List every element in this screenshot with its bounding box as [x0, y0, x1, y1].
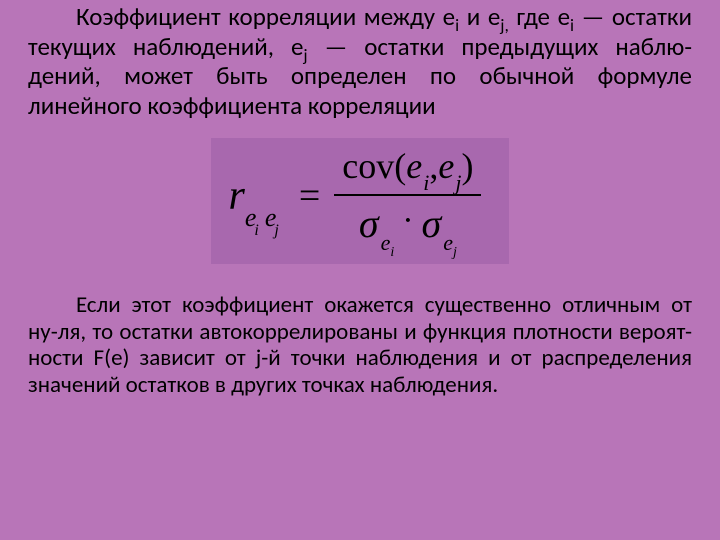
formula-lhs: r eiej — [229, 175, 285, 217]
correlation-formula: r eiej = cov(ei,ej) σei · σej — [229, 146, 482, 246]
text: и — [459, 1, 488, 32]
equals-sign: = — [299, 174, 320, 218]
text: где — [509, 1, 558, 32]
formula-container: r eiej = cov(ei,ej) σei · σej — [28, 138, 692, 264]
formula-box: r eiej = cov(ei,ej) σei · σej — [211, 138, 510, 264]
symbol-ei: ei — [443, 1, 459, 32]
symbol-ei: ei — [558, 1, 574, 32]
formula-fraction: cov(ei,ej) σei · σej — [334, 146, 481, 246]
paragraph-definition: Коэффициент корреляции между ei и ej, гд… — [28, 2, 692, 120]
denominator: σei · σej — [351, 198, 465, 246]
symbol-ej: ej — [291, 31, 308, 62]
numerator: cov(ei,ej) — [334, 146, 481, 192]
text: Коэффициент корреляции между — [76, 1, 443, 32]
paragraph-conclusion: Если этот коэффициент окажется существен… — [28, 292, 692, 398]
term-autocorrelated: автокоррелированы — [199, 318, 398, 346]
symbol-ej: ej, — [488, 1, 509, 32]
